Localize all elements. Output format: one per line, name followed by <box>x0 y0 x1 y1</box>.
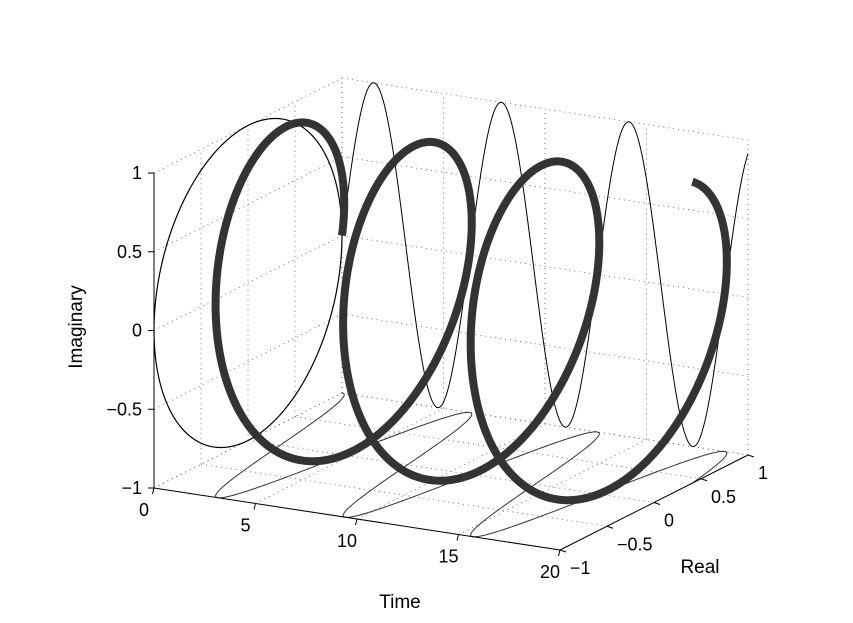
y-tick-mark <box>700 478 708 482</box>
z-tick-label: 0.5 <box>117 242 142 262</box>
z-tick-label: −0.5 <box>106 399 142 419</box>
grid-line-wall-imag <box>341 77 749 141</box>
x-tick-label: 5 <box>240 516 250 536</box>
grid-line-side-imag <box>153 313 343 410</box>
y-tick-mark <box>747 454 755 458</box>
grid-line-side-imag <box>153 235 343 331</box>
grid-line-floor-real <box>294 416 702 480</box>
y-tick-label: 0.5 <box>711 487 736 507</box>
x-tick-mark <box>253 503 256 510</box>
y-tick-label: −1 <box>570 558 591 578</box>
tick-labels: 0 5 10 15 20 −1 −0.5 0 0.5 1 −1 −0.5 0 0.5 1 <box>106 163 768 582</box>
z-tick-label: −1 <box>121 478 142 498</box>
x-tick-label: 10 <box>337 531 357 551</box>
grid-line-wall-imag <box>341 313 749 377</box>
y-tick-mark <box>606 525 614 529</box>
z-tick-label: 0 <box>132 321 142 341</box>
x-tick-mark <box>355 518 358 526</box>
y-tick-label: −0.5 <box>617 534 653 554</box>
floor-projection-line <box>215 392 728 538</box>
wall-projection-line <box>341 82 749 448</box>
x-tick-label: 0 <box>139 500 149 520</box>
x-tick-label: 15 <box>438 547 458 567</box>
axes <box>148 172 755 557</box>
y-tick-mark <box>653 502 661 505</box>
grid-line-floor-real <box>247 440 655 503</box>
grid-line-side-imag <box>153 156 343 253</box>
grid-line-floor-time <box>458 439 647 535</box>
x-tick-label: 20 <box>540 562 560 582</box>
y-axis-label: Real <box>680 557 719 578</box>
y-tick-label: 1 <box>758 463 768 483</box>
x-tick-mark <box>152 487 155 495</box>
z-axis-label: Imaginary <box>66 285 87 369</box>
grid-line-wall-imag <box>341 235 749 298</box>
y-tick-label: 0 <box>664 511 674 531</box>
z-tick-label: 1 <box>132 163 142 183</box>
grid-line-wall-imag <box>341 156 749 220</box>
x-axis-label: Time <box>379 592 421 613</box>
x-tick-mark <box>558 549 561 557</box>
grid-line-floor-real <box>200 463 608 527</box>
series-group <box>153 82 749 538</box>
grid-line-wall-imag <box>341 392 749 456</box>
helix-line <box>211 118 731 505</box>
x-tick-mark <box>456 534 459 541</box>
y-tick-mark <box>559 549 567 553</box>
